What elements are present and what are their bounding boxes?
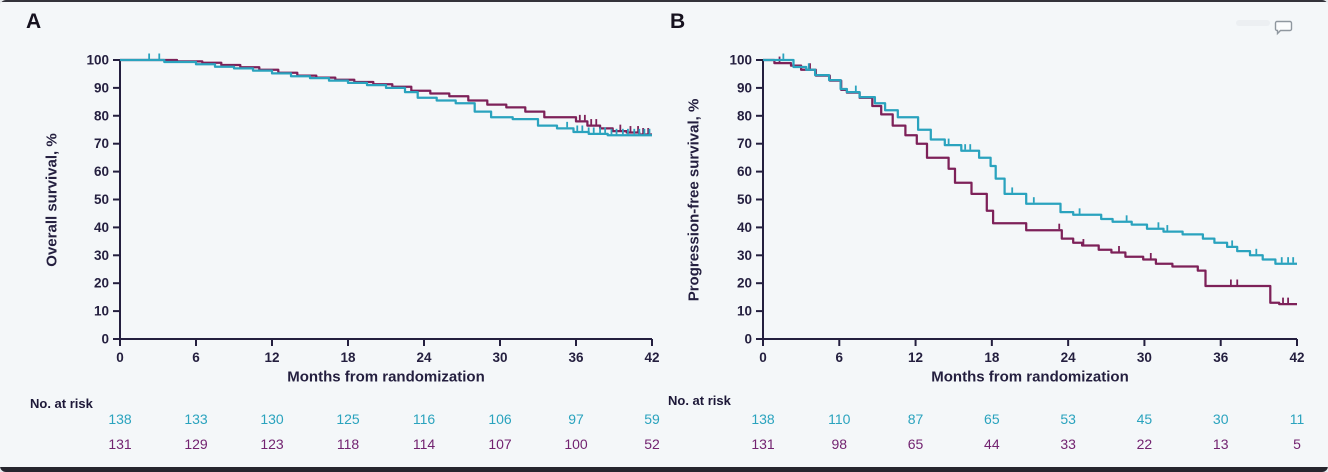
x-tick-label: 18 [340,350,356,365]
y-tick-label: 40 [737,220,752,235]
comment-bubble-icon[interactable] [1274,19,1294,36]
y-tick-label: 90 [737,80,752,95]
risk-count-teal-arm: 53 [1060,411,1076,427]
risk-count-maroon-arm: 100 [564,436,588,452]
axis-lines [762,60,1297,340]
x-tick-label: 42 [1289,350,1304,365]
y-tick-label: 50 [737,192,752,207]
y-tick-label: 70 [94,136,109,151]
km-curve-maroon-arm [120,58,652,136]
y-tick-label: 70 [737,136,752,151]
risk-count-teal-arm: 97 [568,411,584,427]
km-curve-maroon-arm [763,58,1297,306]
risk-count-maroon-arm: 123 [260,436,284,452]
x-tick-label: 18 [984,350,1000,365]
x-tick-label: 12 [908,350,923,365]
x-tick-label: 0 [116,350,124,365]
y-tick-label: 0 [744,332,752,347]
panel-b-no-at-risk-label: No. at risk [668,393,731,408]
risk-count-teal-arm: 133 [184,411,208,427]
risk-count-maroon-arm: 98 [831,436,848,452]
panel-a-x-axis-title: Months from randomization [287,368,485,386]
risk-count-maroon-arm: 118 [336,436,360,452]
risk-count-teal-arm: 138 [751,411,775,427]
y-tick-label: 30 [737,248,752,263]
risk-count-maroon-arm: 65 [907,436,924,452]
y-tick-label: 50 [94,192,109,207]
risk-count-maroon-arm: 131 [751,436,775,452]
risk-count-maroon-arm: 52 [644,436,660,452]
risk-count-teal-arm: 130 [260,411,284,427]
risk-count-teal-arm: 116 [412,411,436,427]
x-tick-label: 6 [192,350,200,365]
risk-count-teal-arm: 87 [907,411,924,427]
x-tick-label: 0 [759,350,767,365]
risk-count-maroon-arm: 129 [184,436,208,452]
y-tick-label: 100 [729,53,752,68]
risk-count-maroon-arm: 13 [1212,436,1229,452]
risk-count-teal-arm: 11 [1289,411,1305,427]
risk-count-teal-arm: 30 [1212,411,1229,427]
risk-count-maroon-arm: 131 [108,436,132,452]
risk-count-teal-arm: 45 [1136,411,1153,427]
x-tick-label: 30 [1137,350,1152,365]
y-tick-label: 100 [86,53,109,68]
y-tick-label: 80 [94,108,109,123]
risk-count-maroon-arm: 107 [488,436,512,452]
x-tick-label: 24 [1061,350,1077,365]
smudge-artifact [1236,20,1270,26]
bottom-edge-bar [0,467,1328,472]
y-tick-label: 10 [94,304,109,319]
y-tick-label: 10 [737,304,752,319]
risk-count-maroon-arm: 114 [412,436,436,452]
x-tick-label: 42 [644,350,659,365]
axis-lines [119,60,652,340]
panel-a-no-at-risk-label: No. at risk [30,396,93,411]
top-edge-bar [0,0,1328,2]
y-tick-label: 20 [94,276,109,291]
risk-count-maroon-arm: 33 [1060,436,1076,452]
km-curve-teal-arm [763,58,1297,265]
x-tick-label: 6 [836,350,844,365]
x-tick-label: 30 [492,350,507,365]
risk-count-teal-arm: 125 [336,411,360,427]
x-tick-label: 36 [568,350,584,365]
y-tick-label: 60 [94,164,109,179]
y-tick-label: 40 [94,220,109,235]
km-curve-teal-arm [120,58,652,137]
y-tick-label: 30 [94,248,109,263]
x-tick-label: 24 [416,350,432,365]
risk-count-teal-arm: 110 [828,411,851,427]
panel-b-label: B [670,10,686,33]
risk-count-maroon-arm: 44 [984,436,1000,452]
y-tick-label: 20 [737,276,752,291]
risk-count-maroon-arm: 5 [1293,436,1301,452]
risk-count-teal-arm: 138 [108,411,132,427]
panel-a-label: A [26,10,42,33]
risk-count-teal-arm: 65 [984,411,1000,427]
y-tick-label: 80 [737,108,752,123]
y-tick-label: 90 [94,80,109,95]
risk-count-maroon-arm: 22 [1136,436,1153,452]
risk-count-teal-arm: 59 [644,411,660,427]
panel-b-x-axis-title: Months from randomization [931,368,1129,386]
y-tick-label: 60 [737,164,752,179]
y-tick-label: 0 [101,332,109,347]
x-tick-label: 12 [264,350,279,365]
x-tick-label: 36 [1213,350,1229,365]
risk-count-teal-arm: 106 [488,411,512,427]
